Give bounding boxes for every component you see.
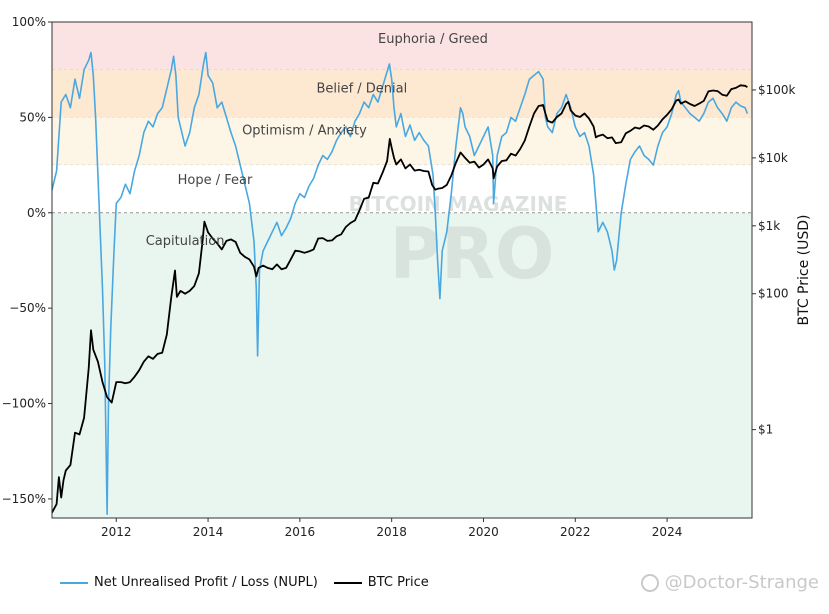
zone-label-2: Optimism / Anxiety <box>242 124 367 139</box>
y-right-tick-label-3: $100 <box>758 287 789 301</box>
x-tick-label-0: 2012 <box>101 525 132 539</box>
y-left-tick-label-2: 0% <box>27 206 46 220</box>
x-tick-label-2: 2016 <box>285 525 316 539</box>
y-right-tick-label-2: $1k <box>758 219 780 233</box>
watermark: BITCOIN MAGAZINE PRO <box>349 192 568 295</box>
credit-text: @Doctor-Strange <box>664 572 819 593</box>
plot-frame <box>51 21 753 519</box>
x-tick-label-5: 2022 <box>560 525 591 539</box>
legend-swatch-nupl <box>60 581 88 584</box>
y-left-tick-label-5: −150% <box>2 492 46 506</box>
y-right-tick-label-0: $100k <box>758 83 796 97</box>
series-layer <box>51 51 749 516</box>
y-right-tick-label-4: $1 <box>758 423 773 437</box>
y-left-tick-label-4: −100% <box>2 397 46 411</box>
zones-layer <box>52 22 752 518</box>
nupl-series-line <box>51 51 749 516</box>
watermark-bottom: PRO <box>390 213 555 295</box>
zone-band-3 <box>52 165 752 213</box>
ticks-layer: 100% 50% 0% −50% −100% −150% $100k $10k $1k $100 $… <box>2 15 812 539</box>
y-left-tick-label-1: 50% <box>19 110 46 124</box>
legend-swatch-price <box>333 581 362 584</box>
x-tick-label-1: 2014 <box>193 525 224 539</box>
footer-credit: @Doctor-Strange <box>640 572 819 593</box>
zone-label-3: Hope / Fear <box>178 173 253 188</box>
axes-layer <box>51 21 753 519</box>
y-left-tick-label-0: 100% <box>12 15 46 29</box>
y-right-axis-title: BTC Price (USD) <box>796 214 812 325</box>
legend: Net Unrealised Profit / Loss (NUPL) BTC … <box>60 575 429 590</box>
zone-band-0 <box>52 22 752 70</box>
zone-label-4: Capitulation <box>146 234 225 249</box>
weibo-icon <box>640 573 659 592</box>
legend-label-nupl[interactable]: Net Unrealised Profit / Loss (NUPL) <box>94 575 318 590</box>
zone-label-1: Belief / Denial <box>316 82 407 97</box>
watermark-top: BITCOIN MAGAZINE <box>349 192 568 216</box>
btc-price-series-line <box>51 84 748 514</box>
x-tick-label-6: 2024 <box>652 525 683 539</box>
legend-label-price[interactable]: BTC Price <box>367 575 429 590</box>
zone-band-2 <box>52 117 752 166</box>
zone-label-0: Euphoria / Greed <box>378 32 488 47</box>
zone-band-4 <box>52 212 752 518</box>
y-right-tick-label-1: $10k <box>758 151 788 165</box>
y-left-tick-label-3: −50% <box>9 301 46 315</box>
x-tick-label-4: 2020 <box>468 525 499 539</box>
zone-labels: Euphoria / Greed Belief / Denial Optimism … <box>146 32 488 249</box>
x-tick-label-3: 2018 <box>376 525 407 539</box>
